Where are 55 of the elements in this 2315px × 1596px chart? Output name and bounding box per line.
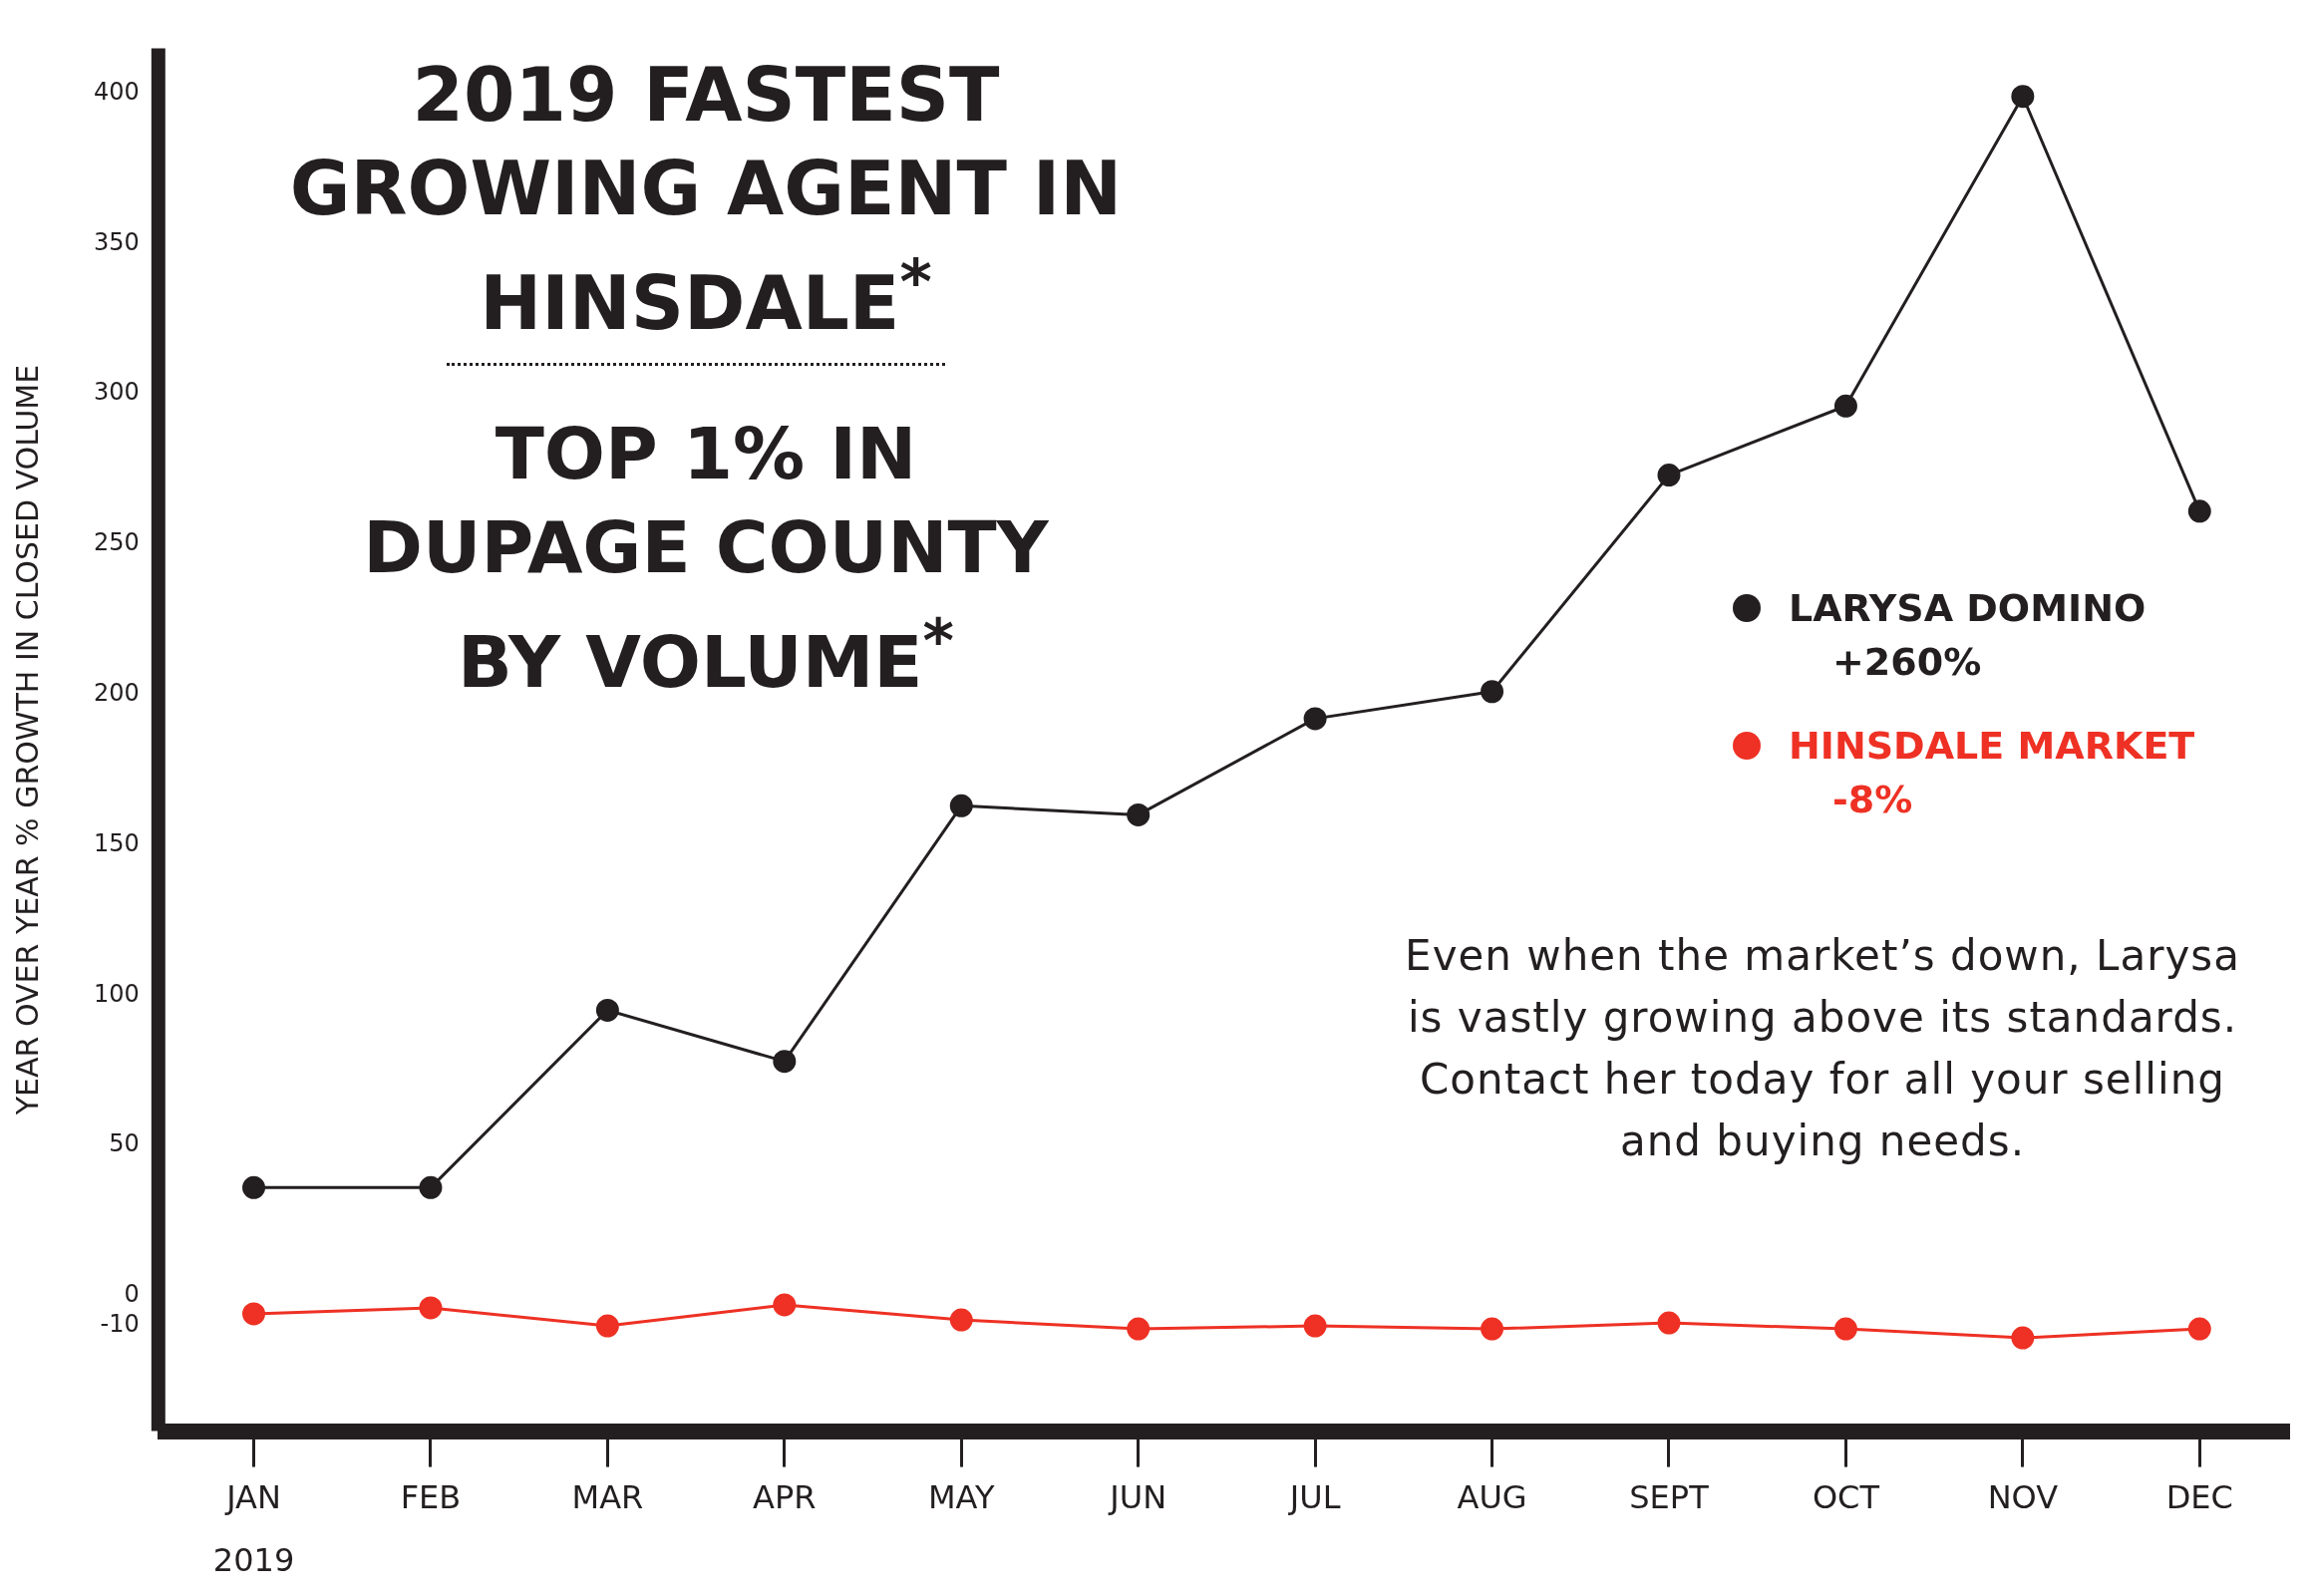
point bbox=[595, 1314, 619, 1338]
y-tick-label: 150 bbox=[94, 828, 140, 857]
point bbox=[1127, 1317, 1151, 1341]
y-tick-label: 0 bbox=[124, 1280, 140, 1309]
point bbox=[773, 1050, 797, 1074]
annotation: Even when the market’s down, Larysa is vastly growing above its standards. Contact her today for all your selling and buying needs. bbox=[1404, 930, 2241, 1167]
y-tick-label: 400 bbox=[94, 77, 140, 106]
text: TOP 1% IN DUPAGE COUNTY BY VOLUME$^{*}$ bbox=[362, 411, 1050, 706]
x-tick-label: NOV bbox=[1987, 1478, 2059, 1517]
point bbox=[1657, 1311, 1681, 1335]
x-axis-title: 2019 bbox=[212, 1541, 295, 1580]
x-tick-label: FEB bbox=[400, 1478, 462, 1517]
point bbox=[2011, 1326, 2035, 1350]
x-tick-label: SEPT bbox=[1629, 1478, 1710, 1517]
point bbox=[1303, 1314, 1327, 1338]
point bbox=[242, 1175, 266, 1199]
y-tick-label: 100 bbox=[94, 979, 140, 1008]
point bbox=[419, 1296, 443, 1320]
point bbox=[1481, 680, 1504, 704]
x-tick-label: DEC bbox=[2165, 1478, 2233, 1517]
point bbox=[595, 998, 619, 1022]
y-tick-label: 50 bbox=[109, 1129, 140, 1158]
point bbox=[2011, 85, 2035, 109]
y-axis-title: YEAR OVER YEAR % GROWTH IN CLOSED VOLUME bbox=[9, 364, 45, 1117]
point bbox=[1833, 1317, 1857, 1341]
point bbox=[2187, 1317, 2211, 1341]
x-tick-label: OCT bbox=[1812, 1478, 1880, 1517]
legend-label: LARYSA DOMINO bbox=[1789, 586, 2147, 630]
point bbox=[1127, 802, 1151, 826]
legend-label: HINSDALE MARKET bbox=[1789, 724, 2195, 768]
point bbox=[1481, 1317, 1504, 1341]
x-tick-label: JUN bbox=[1108, 1478, 1167, 1517]
point bbox=[1833, 394, 1857, 418]
point bbox=[949, 1308, 973, 1332]
x-tick-label: JAN bbox=[224, 1478, 281, 1517]
annotation: +260% bbox=[1832, 640, 1983, 684]
x-tick-label: AUG bbox=[1457, 1478, 1527, 1517]
y-tick-label: 300 bbox=[94, 378, 140, 407]
y-tick-label: -10 bbox=[100, 1310, 140, 1339]
point bbox=[419, 1175, 443, 1199]
annotation: -8% bbox=[1832, 778, 1914, 821]
x-tick-label: APR bbox=[753, 1478, 817, 1517]
point bbox=[242, 1302, 266, 1326]
y-tick-label: 350 bbox=[94, 227, 140, 256]
text: 2019 FASTEST GROWING AGENT IN HINSDALE$^{*}$ bbox=[288, 51, 1124, 348]
x-tick-label: MAR bbox=[571, 1478, 644, 1517]
point bbox=[949, 794, 973, 817]
point bbox=[2187, 499, 2211, 523]
point bbox=[1303, 707, 1327, 731]
x-tick-label: MAY bbox=[927, 1478, 995, 1517]
point bbox=[773, 1293, 797, 1317]
y-tick-label: 200 bbox=[94, 679, 140, 707]
point bbox=[1657, 464, 1681, 487]
x-tick-label: JUL bbox=[1287, 1478, 1341, 1517]
y-tick-label: 250 bbox=[94, 528, 140, 557]
